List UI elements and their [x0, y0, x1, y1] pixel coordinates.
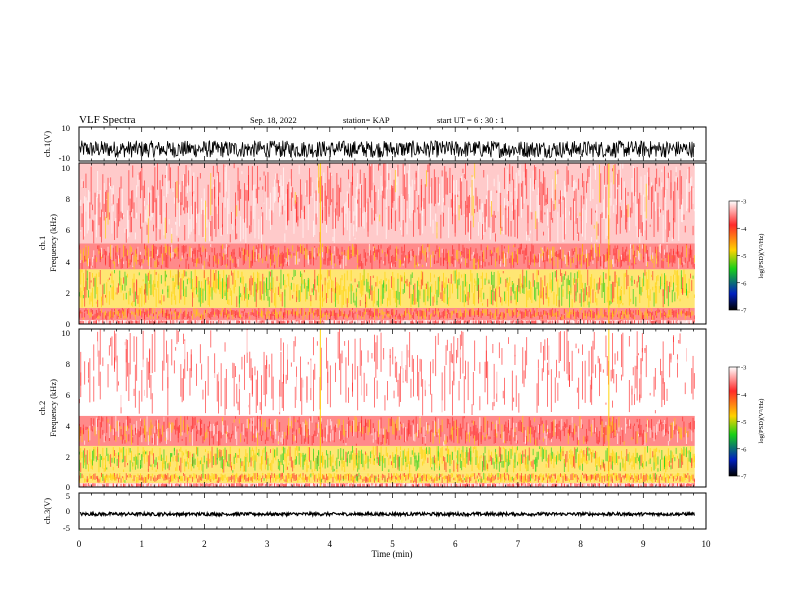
- spec2-ytick-6: 6: [66, 390, 70, 400]
- spec-band-0: [79, 483, 695, 487]
- spec2-ytick-8: 8: [66, 359, 70, 369]
- colorbar-ch1-gradient: [728, 200, 738, 311]
- spec-band-1: [79, 472, 695, 484]
- ch1-spectrogram-panel: 10 8 6 4 2 0 ch.1 Frequency (kHz): [37, 162, 707, 329]
- colorbar-tick-label--4: -4: [741, 392, 747, 399]
- ch2-spec-ticks: [78, 329, 707, 487]
- spec1-ytick-10: 10: [62, 163, 71, 173]
- ch1-ylabel: ch.1(V): [42, 131, 52, 157]
- ch1-trace: [79, 139, 695, 159]
- spec1-ytick-6: 6: [66, 225, 70, 235]
- spec1-ytick-4: 4: [66, 257, 71, 267]
- ch1-spec-ticks: [78, 163, 707, 324]
- ch3-ytick-5: 5: [66, 491, 70, 501]
- colorbar-ch1: -3 -4 -5 -6 -7 log(PSD)(V²/Hz): [728, 199, 765, 315]
- date-label: Sep. 18, 2022: [250, 115, 297, 125]
- colorbar-ch2-label: log(PSD)(V²/Hz): [758, 399, 765, 444]
- spec1-ylabel-freq: Frequency (kHz): [48, 214, 58, 272]
- spec2-ytick-10: 10: [62, 328, 71, 338]
- time-tick-label-3: 3: [265, 539, 270, 549]
- time-tick-label-8: 8: [578, 539, 583, 549]
- time-tick-label-5: 5: [390, 539, 395, 549]
- time-tick-label-0: 0: [77, 539, 82, 549]
- spec2-ylabel-ch: ch.2: [37, 401, 47, 415]
- ch1-x-ticks: [78, 127, 707, 161]
- spec1-ytick-2: 2: [66, 288, 70, 298]
- colorbar-tick-label--5: -5: [741, 253, 746, 260]
- spec2-ylabel-freq: Frequency (kHz): [48, 379, 58, 437]
- colorbar-tick-label--7: -7: [741, 308, 747, 315]
- colorbar-tick-label--6: -6: [741, 280, 747, 287]
- colorbar-tick-label--7: -7: [741, 474, 747, 481]
- time-axis-labels: 0 1 2 3 4 5 6 7 8 9 10: [77, 539, 711, 549]
- time-tick-label-1: 1: [139, 539, 144, 549]
- figure-title: VLF Spectra: [79, 114, 136, 126]
- spec-band-0: [79, 319, 695, 324]
- ch3-ylabel: ch.3(V): [42, 498, 52, 524]
- colorbar-ch2: -3 -4 -5 -6 -7 log(PSD)(V²/Hz): [728, 365, 765, 481]
- colorbar-tick-label--6: -6: [741, 446, 747, 453]
- spec2-ytick-0: 0: [66, 482, 70, 492]
- time-tick-label-10: 10: [702, 539, 712, 549]
- ch1-ytick-top: 10: [62, 123, 71, 133]
- spec1-ytick-8: 8: [66, 194, 70, 204]
- spec2-ytick-4: 4: [66, 421, 71, 431]
- ch3-ytick-m5: -5: [63, 523, 70, 533]
- spec1-ytick-0: 0: [66, 319, 70, 329]
- ch1-spectrogram-image: [79, 163, 695, 325]
- spec2-ytick-2: 2: [66, 452, 70, 462]
- start-time-label: start UT = 6 : 30 : 1: [437, 115, 504, 125]
- time-tick-label-2: 2: [202, 539, 207, 549]
- time-tick-label-7: 7: [516, 539, 521, 549]
- spec-band-4: [79, 163, 695, 244]
- colorbar-tick-label--3: -3: [741, 365, 746, 372]
- ch1-ytick-bottom: -10: [59, 153, 70, 163]
- station-label: station= KAP: [343, 115, 390, 125]
- colorbar-tick-label--5: -5: [741, 419, 746, 426]
- ch3-trace: [79, 510, 695, 518]
- time-tick-label-4: 4: [328, 539, 333, 549]
- colorbar-ch2-gradient: [728, 366, 738, 477]
- time-tick-label-9: 9: [641, 539, 646, 549]
- colorbar-tick-label--3: -3: [741, 199, 746, 206]
- ch3-waveform-panel: 5 0 -5 ch.3(V) 0 1 2 3 4 5 6 7 8 9 10 Time (min): [42, 491, 711, 559]
- ch1-waveform-panel: 10 -10 ch.1(V): [42, 123, 707, 163]
- ch2-spectrogram-panel: 10 8 6 4 2 0 ch.2 Frequency (kHz): [37, 328, 707, 492]
- time-tick-label-6: 6: [453, 539, 458, 549]
- time-axis-title: Time (min): [372, 549, 413, 559]
- ch3-ytick-0: 0: [66, 506, 70, 516]
- colorbar-ch1-label: log(PSD)(V²/Hz): [758, 234, 765, 279]
- colorbar-tick-label--4: -4: [741, 226, 747, 233]
- spec1-ylabel-ch: ch.1: [37, 236, 47, 250]
- ch3-x-ticks: [78, 493, 707, 529]
- ch2-spectrogram-image: [79, 329, 695, 488]
